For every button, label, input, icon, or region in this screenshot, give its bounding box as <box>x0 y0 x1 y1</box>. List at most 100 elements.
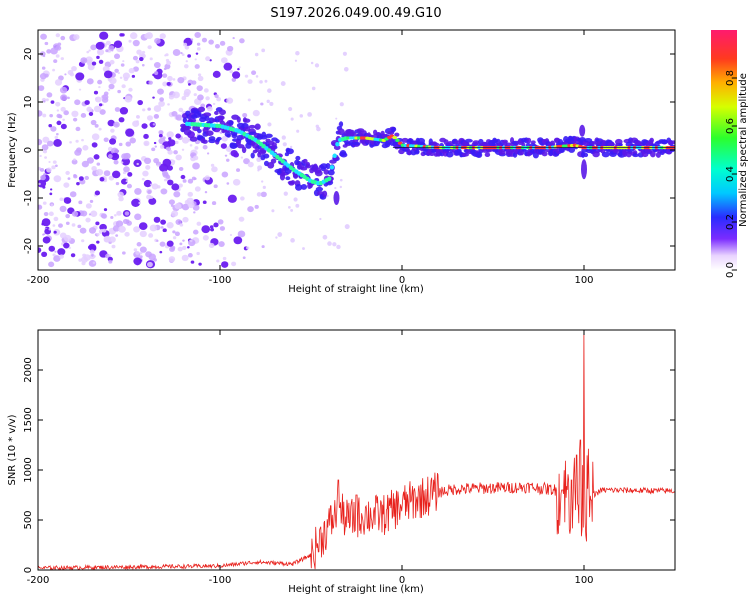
spectrogram-noise-blob <box>223 62 233 71</box>
spectrogram-noise-blob <box>84 100 90 105</box>
spectrogram-noise-blob <box>95 168 104 176</box>
spectrogram-noise-blob <box>178 107 184 113</box>
spectrogram-noise-blob <box>257 169 260 172</box>
spectrogram-noise-blob <box>214 43 220 49</box>
spectrogram-noise-blob <box>41 66 46 70</box>
spectrogram-noise-blob <box>180 52 183 55</box>
spectrogram-ridge-halo <box>237 144 245 149</box>
spectrogram-noise-blob <box>67 177 71 180</box>
spectrogram-noise-blob <box>172 236 177 240</box>
spectrogram-noise-blob <box>109 59 115 65</box>
spectrogram-noise-blob <box>92 261 96 265</box>
spectrogram-noise-blob <box>231 261 237 267</box>
spectrogram-noise-blob <box>108 254 112 257</box>
spectrogram-noise-blob <box>177 246 183 252</box>
spectrogram-noise-blob <box>178 183 183 188</box>
spectrogram-noise-blob <box>289 145 293 149</box>
spectrogram-noise-blob <box>38 247 42 253</box>
spectrogram-noise-blob <box>42 113 47 118</box>
spectrogram-noise-blob <box>254 204 259 209</box>
spectrogram-noise-blob <box>54 250 57 253</box>
spectrogram-noise-blob <box>80 113 87 118</box>
spectrogram-noise-blob <box>296 129 300 133</box>
spectrogram-noise-blob <box>95 41 105 50</box>
spectrogram-ridge-halo <box>248 124 256 129</box>
spectrogram-noise-blob <box>107 154 113 159</box>
spectrogram-ridge-halo <box>263 153 270 159</box>
spectrogram-noise-blob <box>55 164 58 168</box>
spectrogram-noise-blob <box>52 68 56 72</box>
spectrogram-noise-blob <box>109 138 117 145</box>
spectrogram-noise-blob <box>187 178 194 184</box>
snr-panel: -200 -100 0 100 0 500 1000 1500 2000 Height of … <box>7 329 676 595</box>
snr-x-ticks: -200 -100 0 100 <box>27 330 594 586</box>
spectrogram-noise-blob <box>121 157 131 166</box>
spectrogram-noise-blob <box>78 200 83 205</box>
spectrogram-noise-blob <box>302 247 305 250</box>
spectrogram-noise-blob <box>51 165 56 170</box>
spectrogram-noise-blob <box>128 68 135 74</box>
spectrogram-noise-blob <box>229 233 233 236</box>
spectrogram-ridge-halo <box>197 106 206 113</box>
spectrogram-noise-blob <box>75 72 85 81</box>
spectrogram-ridge-halo <box>295 155 301 161</box>
colorbar-tick-label: 0.8 <box>725 70 736 86</box>
spectrogram-noise-blob <box>233 236 243 245</box>
spectrogram-noise-blob <box>224 154 228 157</box>
spectrogram-noise-blob <box>98 85 101 89</box>
spectrogram-noise-blob <box>75 139 79 143</box>
spectrogram-ridge-halo <box>241 146 247 154</box>
spectrogram-noise-blob <box>197 73 202 77</box>
spectrogram-noise-blob <box>38 179 47 188</box>
spectrogram-noise-blob <box>129 32 138 40</box>
colorbar-tick-label: 0.4 <box>725 166 736 182</box>
spectrogram-ridge-halo <box>583 152 589 158</box>
spectrogram-ridge-halo <box>265 133 273 138</box>
spectrogram-noise-blob <box>173 150 178 155</box>
spectrogram-noise-blob <box>181 254 189 262</box>
spectrogram-noise-blob <box>71 211 79 217</box>
spectrogram-noise-blob <box>96 233 100 236</box>
spectrogram-ridge-halo <box>667 140 673 146</box>
spectrogram-noise-blob <box>166 222 174 229</box>
spectrogram-ridge-halo <box>300 166 308 171</box>
spectrogram-noise-blob <box>63 242 70 249</box>
spectrogram-noise-blob <box>79 227 87 234</box>
colorbar-ticks: 0.0 0.2 0.4 0.6 0.8 <box>725 70 737 278</box>
spectrogram-noise-blob <box>153 216 161 223</box>
spectrogram-noise-blob <box>307 112 312 117</box>
spectrogram-ridge-halo <box>526 137 532 144</box>
spectrogram-noise-blob <box>46 140 54 147</box>
spectrogram-noise-blob <box>180 174 186 180</box>
spectrogram-noise-blob <box>55 33 61 38</box>
spectrogram-noise-blob <box>143 133 149 139</box>
spectrogram-noise-blob <box>162 158 172 167</box>
spectrogram-noise-blob <box>93 90 99 95</box>
spectrogram-noise-blob <box>38 204 43 210</box>
spectrogram-noise-blob <box>202 200 207 204</box>
x-tick-label: -200 <box>27 575 50 586</box>
spectrogram-noise-blob <box>78 88 82 91</box>
spectrogram-noise-blob <box>58 223 63 228</box>
spectrogram-noise-blob <box>128 87 133 92</box>
spectrogram-noise-blob <box>141 177 145 181</box>
spectrogram-noise-blob <box>49 192 53 196</box>
spectrogram-noise-blob <box>261 180 264 183</box>
spectrogram-noise-blob <box>160 188 168 195</box>
spectrogram-noise-blob <box>71 110 79 118</box>
spectrogram-noise-blob <box>156 164 160 167</box>
spectrogram-noise-blob <box>167 149 173 155</box>
spectrogram-noise-blob <box>147 107 151 111</box>
snr-border <box>37 329 676 571</box>
spectrogram-noise-blob <box>118 142 123 147</box>
spectrogram-noise-blob <box>264 79 268 83</box>
spectrogram-noise-blob <box>216 96 222 102</box>
spectrogram-noise-blob <box>158 100 165 107</box>
spectrogram-noise-blob <box>187 201 195 209</box>
spectrogram-ridge-halo <box>432 142 440 147</box>
spectrogram-noise-blob <box>179 223 184 227</box>
spectrogram-noise-blob <box>50 203 54 207</box>
y-tick-label: 0 <box>23 147 34 153</box>
spectrogram-noise-blob <box>103 137 109 143</box>
